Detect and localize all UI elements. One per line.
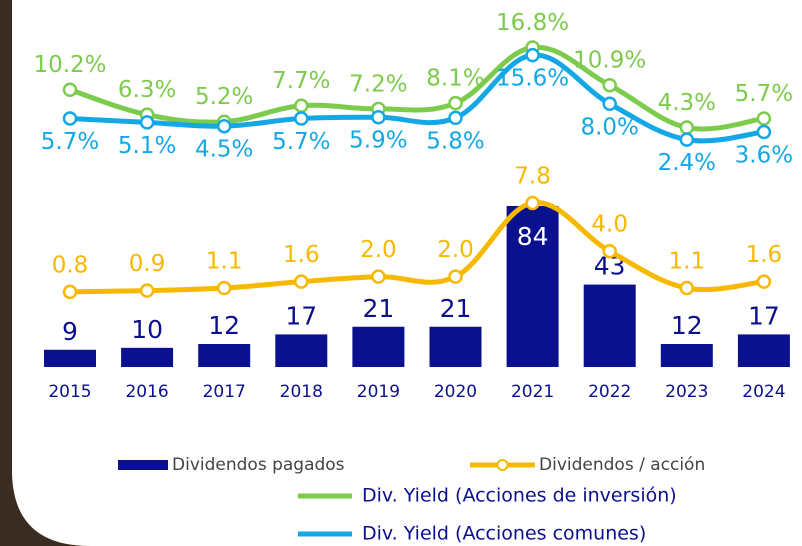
point-value-label: 0.8 [52, 252, 89, 278]
point-value-label: 5.7% [735, 81, 793, 107]
x-tick-label: 2018 [280, 382, 323, 402]
point-value-label: 2.4% [658, 150, 716, 176]
point-marker [139, 115, 155, 130]
bar-value-label: 12 [671, 311, 703, 340]
point-marker [371, 109, 386, 125]
point-marker [62, 284, 78, 300]
point-marker [602, 243, 617, 259]
series-line [69, 44, 765, 132]
x-tick-label: 2024 [742, 382, 785, 402]
point-value-label: 5.1% [118, 133, 176, 159]
panel [12, 0, 802, 546]
point-value-label: 5.8% [426, 128, 484, 154]
point-marker [756, 124, 772, 140]
bar [352, 326, 405, 367]
legend-label: Div. Yield (Acciones comunes) [362, 523, 646, 545]
x-tick-label: 2021 [511, 382, 554, 402]
point-value-label: 1.6 [746, 242, 783, 268]
point-marker [756, 274, 772, 289]
point-value-label: 3.6% [735, 142, 793, 168]
point-marker [62, 82, 78, 97]
point-marker [448, 110, 463, 126]
bar [737, 334, 790, 367]
point-marker [371, 269, 386, 284]
series-line [69, 52, 765, 144]
point-value-label: 1.1 [206, 249, 243, 275]
x-tick-label: 2023 [665, 382, 708, 402]
point-marker [679, 120, 695, 135]
point-value-label: 2.0 [360, 237, 397, 263]
bar-value-label: 10 [131, 315, 163, 344]
point-value-label: 6.3% [118, 77, 176, 103]
legend-label: Dividendos / acción [539, 455, 705, 475]
point-marker [448, 95, 463, 111]
legend-marker [496, 459, 509, 471]
point-value-label: 5.2% [195, 84, 253, 110]
point-value-label: 5.9% [349, 128, 407, 154]
point-marker [525, 195, 540, 211]
x-tick-label: 2019 [357, 382, 400, 402]
x-tick-label: 2016 [125, 382, 168, 402]
point-marker [216, 118, 232, 134]
point-marker [679, 280, 695, 296]
point-marker [525, 47, 540, 63]
bar [660, 344, 713, 367]
point-marker [679, 132, 695, 147]
legend-label: Div. Yield (Acciones de inversión) [362, 485, 677, 507]
x-tick-label: 2015 [48, 382, 91, 402]
point-value-label: 5.7% [272, 129, 330, 155]
point-value-label: 15.6% [496, 66, 569, 92]
point-value-label: 16.8% [496, 10, 569, 36]
bar [44, 349, 96, 367]
point-marker [294, 274, 309, 289]
point-marker [602, 77, 617, 93]
point-marker [294, 98, 309, 113]
bar-value-label: 17 [285, 301, 317, 330]
point-value-label: 5.7% [41, 129, 99, 155]
legend-label: Dividendos pagados [172, 455, 345, 475]
point-value-label: 7.8 [514, 163, 551, 189]
x-tick-label: 2020 [434, 382, 477, 402]
point-marker [448, 269, 463, 284]
bar-value-label: 9 [62, 317, 78, 346]
point-marker [62, 111, 78, 126]
bar [275, 334, 328, 367]
bar-value-label: 84 [517, 222, 549, 251]
point-value-label: 1.1 [669, 249, 706, 275]
bar-value-label: 12 [208, 311, 240, 340]
point-value-label: 7.7% [272, 68, 330, 94]
point-value-label: 2.0 [437, 237, 474, 263]
bar [198, 344, 251, 367]
bar-value-label: 17 [748, 301, 780, 330]
point-value-label: 8.0% [580, 114, 638, 140]
point-marker [216, 280, 232, 296]
point-value-label: 10.2% [33, 52, 106, 78]
point-marker [602, 96, 617, 112]
point-value-label: 4.3% [658, 90, 716, 116]
point-value-label: 4.0 [591, 212, 628, 238]
x-tick-label: 2022 [588, 382, 631, 402]
point-marker [756, 111, 772, 126]
bar-value-label: 21 [440, 294, 472, 323]
point-value-label: 10.9% [573, 48, 646, 74]
point-value-label: 0.9 [129, 251, 166, 277]
point-marker [139, 283, 155, 298]
point-value-label: 8.1% [426, 66, 484, 92]
bar [121, 347, 174, 367]
point-marker [294, 111, 309, 126]
bar [583, 284, 636, 367]
x-tick-label: 2017 [203, 382, 246, 402]
point-value-label: 4.5% [195, 137, 253, 163]
bar [506, 206, 559, 367]
bar-value-label: 21 [362, 294, 394, 323]
point-value-label: 1.6 [283, 242, 320, 268]
bar [429, 326, 482, 367]
point-value-label: 7.2% [349, 71, 407, 97]
series-line [69, 200, 765, 295]
legend-swatch [118, 460, 168, 470]
